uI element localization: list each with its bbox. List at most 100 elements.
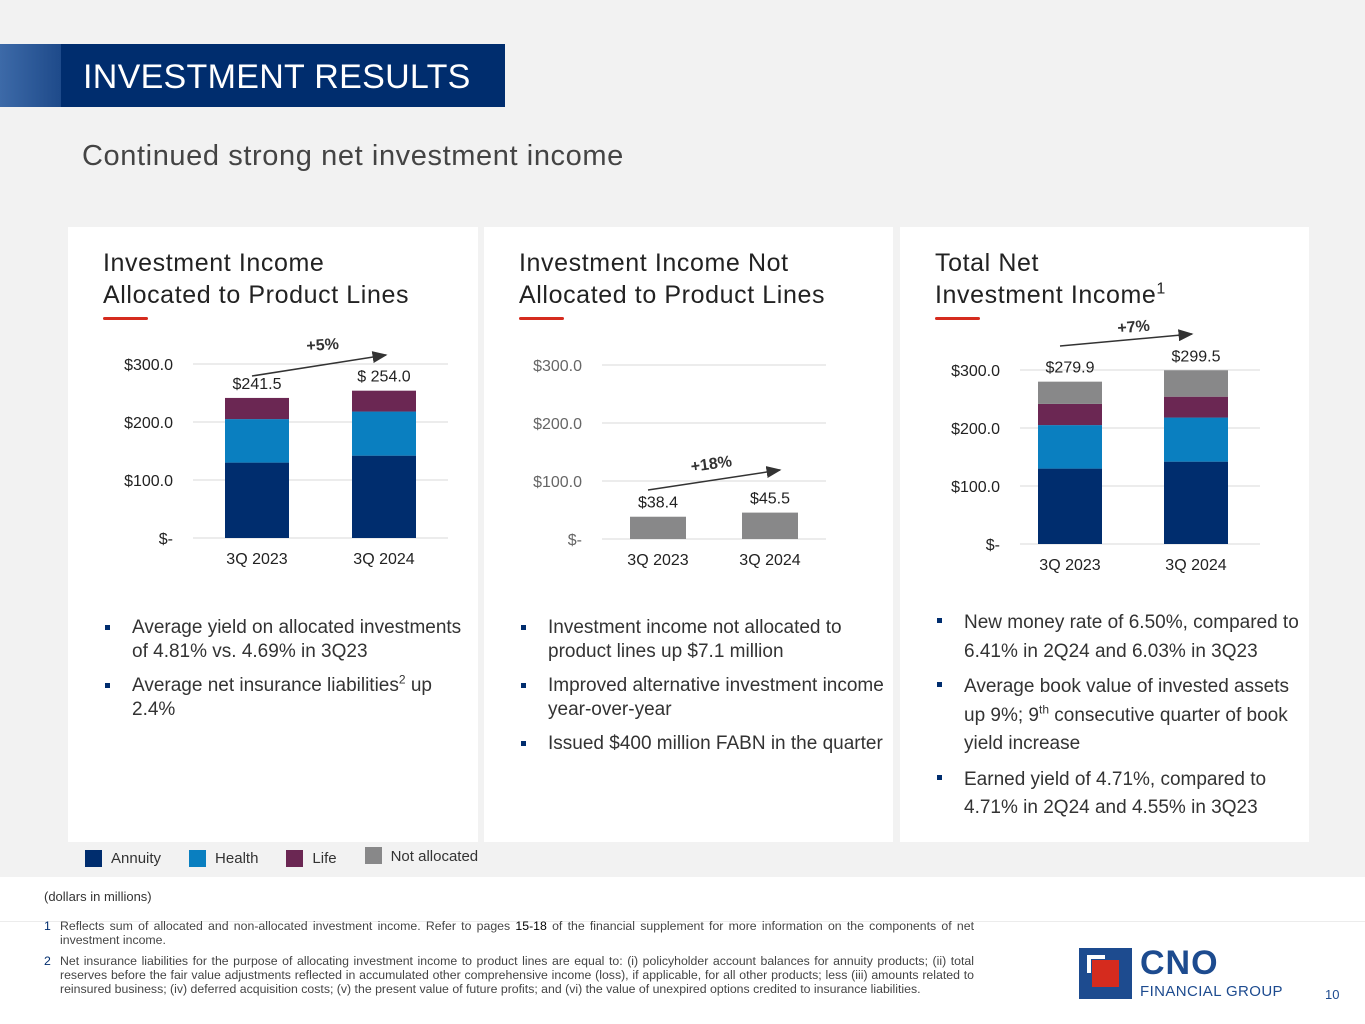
total-data-label: $ 254.0 [357, 369, 410, 386]
bullet-item: Improved alternative investment income y… [519, 674, 893, 722]
not-allocated-bullets: Investment income not allocated to produ… [519, 616, 893, 766]
x-tick-label: 3Q 2023 [226, 551, 287, 568]
footnote-text-part: of the financial supplement for more inf… [60, 919, 974, 947]
bar-segment-health [352, 411, 416, 456]
bar-segment-not-allocated [1038, 381, 1102, 404]
panel-title: Investment Income Allocated to Product L… [103, 247, 409, 311]
panel-total: Total Net Investment Income1 $- $100.0 $20… [900, 227, 1309, 842]
y-tick-label: $100.0 [124, 473, 173, 490]
bar-segment-annuity [225, 462, 289, 538]
x-tick-label: 3Q 2023 [627, 552, 688, 569]
bullet-item: Investment income not allocated to produ… [519, 616, 893, 664]
bar-segment-health [1164, 417, 1228, 462]
panel-title-line1: Total Net [935, 249, 1040, 277]
y-tick-label: $100.0 [533, 474, 582, 491]
logo-red-square [1092, 960, 1119, 987]
bar-segment-annuity [1164, 461, 1228, 544]
legend-label: Annuity [111, 850, 162, 867]
bullet-text: consecutive quarter of book yield increa… [964, 704, 1288, 755]
panel-title-line2: Investment Income [935, 281, 1157, 309]
bullet-text: up 2.4% [132, 675, 432, 720]
x-tick-label: 3Q 2024 [1165, 557, 1226, 574]
legend-swatch [364, 847, 382, 864]
title-underline [519, 317, 564, 320]
bar-segment-health [1038, 425, 1102, 469]
not-allocated-income-chart: $- $100.0 $200.0 $300.0 $38.4 3Q 2023 $45.5 3Q … [533, 358, 826, 569]
allocated-income-chart: $- $100.0 $200.0 $300.0 $241.5 3Q 2023 $ 254.0… [124, 336, 448, 568]
panel-title-line2: Allocated to Product Lines [103, 281, 410, 309]
legend-swatch [189, 850, 207, 867]
growth-label: +7% [1117, 318, 1151, 338]
chart-legend: Annuity Health Life Not allocated [85, 847, 506, 867]
logo-wordmark: CNO [1140, 944, 1219, 982]
superscript: th [1039, 702, 1050, 717]
footer: (dollars in millions) 1 Reflects sum of … [0, 877, 1365, 1024]
footnote-number: 2 [44, 954, 51, 968]
legend-swatch [286, 850, 304, 867]
panel-allocated: Investment Income Allocated to Product L… [68, 227, 478, 842]
total-data-label: $38.4 [638, 495, 678, 512]
y-tick-label: $200.0 [533, 416, 582, 433]
page-number: 10 [1325, 987, 1340, 1002]
bar-segment-not-allocated [1164, 370, 1228, 397]
x-tick-label: 3Q 2024 [739, 552, 800, 569]
x-tick-label: 3Q 2023 [1039, 557, 1100, 574]
bullet-item: Average yield on allocated investments o… [103, 616, 478, 664]
footnote-1: 1 Reflects sum of allocated and non-allo… [44, 919, 974, 947]
cno-logo: CNO FINANCIAL GROUP [1079, 944, 1289, 1000]
bar-segment-annuity [1038, 468, 1102, 544]
bullet-item: Earned yield of 4.71%, compared to 4.71%… [935, 766, 1309, 823]
bar-segment-not-allocated [742, 512, 798, 539]
total-data-label: $45.5 [750, 491, 790, 508]
legend-health: Health [189, 850, 258, 867]
total-data-label: $241.5 [233, 376, 282, 393]
title-underline [103, 317, 148, 320]
y-tick-label: $- [986, 537, 1000, 554]
growth-label: +18% [690, 453, 733, 476]
title-accent [0, 44, 61, 107]
page-title: INVESTMENT RESULTS [83, 58, 471, 96]
y-tick-label: $300.0 [951, 363, 1000, 380]
bullet-text: Average net insurance liabilities [132, 675, 399, 696]
bullet-item: Average book value of invested assets up… [935, 673, 1309, 759]
total-bullets: New money rate of 6.50%, compared to 6.4… [935, 609, 1309, 830]
bar-segment-not-allocated [630, 516, 686, 539]
panel-not-allocated: Investment Income Not Allocated to Produ… [484, 227, 893, 842]
growth-label: +5% [306, 336, 340, 355]
y-tick-label: $300.0 [533, 358, 582, 375]
cno-logo-icon [1079, 948, 1132, 999]
legend-not-allocated: Not allocated [364, 847, 478, 865]
page-subtitle: Continued strong net investment income [82, 140, 624, 172]
panel-title-line2: Allocated to Product Lines [519, 281, 826, 309]
logo-tagline: FINANCIAL GROUP [1140, 983, 1283, 1000]
page-reference: 15-18 [515, 919, 547, 933]
footnote-ref: 1 [1156, 280, 1166, 298]
bullet-item: Average net insurance liabilities2 up 2.… [103, 674, 478, 722]
bar-segment-life [1038, 403, 1102, 426]
panel-title-line1: Investment Income [103, 249, 325, 277]
footnote-text: Reflects sum of allocated and non-alloca… [60, 919, 974, 947]
legend-label: Health [215, 850, 259, 867]
bar-segment-life [225, 397, 289, 420]
y-tick-label: $200.0 [951, 421, 1000, 438]
footnote-text-part: Reflects sum of allocated and non-alloca… [60, 919, 516, 933]
panel-title: Investment Income Not Allocated to Produ… [519, 247, 825, 311]
bullet-text: Average book value of invested assets up… [964, 676, 1289, 726]
x-tick-label: 3Q 2024 [353, 551, 414, 568]
y-tick-label: $200.0 [124, 415, 173, 432]
legend-label: Not allocated [390, 848, 479, 865]
units-note: (dollars in millions) [44, 889, 152, 904]
total-income-chart: $- $100.0 $200.0 $300.0 $279.9 3Q 2023 $299.5 3… [951, 318, 1260, 574]
bar-segment-health [225, 419, 289, 463]
bullet-item: New money rate of 6.50%, compared to 6.4… [935, 609, 1309, 666]
bar-segment-life [1164, 396, 1228, 418]
legend-life: Life [286, 850, 337, 867]
y-tick-label: $100.0 [951, 479, 1000, 496]
growth-arrow [647, 466, 782, 491]
y-tick-label: $- [568, 532, 582, 549]
allocated-bullets: Average yield on allocated investments o… [103, 616, 478, 732]
bar-segment-annuity [352, 455, 416, 538]
footnote-2: 2 Net insurance liabilities for the purp… [44, 954, 974, 996]
legend-label: Life [312, 850, 337, 867]
footer-divider [0, 921, 1365, 922]
